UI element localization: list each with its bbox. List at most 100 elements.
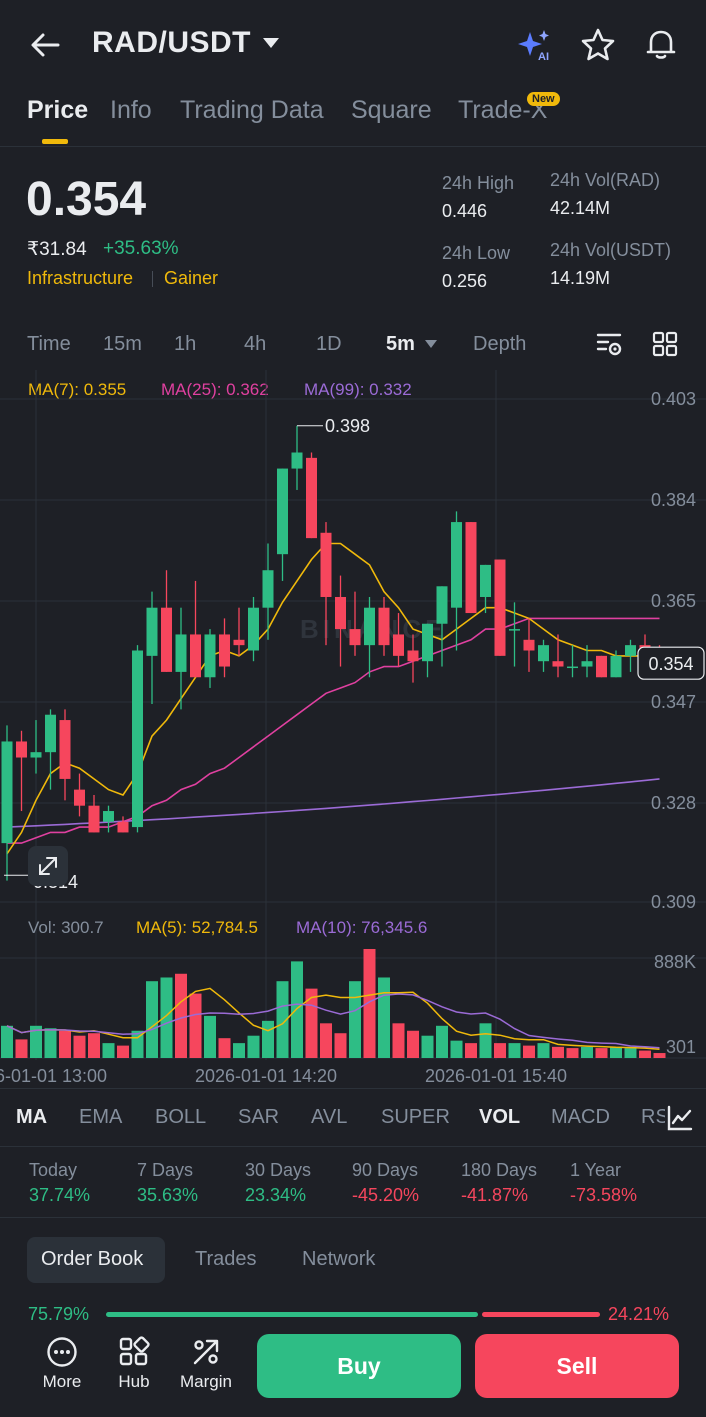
price-axis-label: 0.384 xyxy=(651,490,696,510)
tab-square[interactable]: Square xyxy=(351,96,432,124)
perf-value-1y: -73.58% xyxy=(570,1185,638,1205)
tag-infrastructure[interactable]: Infrastructure xyxy=(27,268,134,288)
indicator-sar[interactable]: SAR xyxy=(238,1106,280,1128)
tab-price[interactable]: Price xyxy=(27,96,89,124)
caret-down-icon[interactable] xyxy=(262,36,280,50)
buy-depth-bar xyxy=(106,1312,478,1317)
perf-value-90d: -45.20% xyxy=(352,1185,420,1205)
kline-canvas[interactable]: BINANCE0.4030.3840.3650.3470.3280.3090.3… xyxy=(0,370,706,1090)
tab-order-book[interactable]: Order Book xyxy=(41,1248,144,1270)
divider xyxy=(0,146,706,147)
chart-settings-icon[interactable] xyxy=(596,330,624,358)
high-label: 24h High xyxy=(442,173,515,193)
candle-body xyxy=(552,661,564,667)
nav-more[interactable]: More xyxy=(27,1336,97,1392)
tag-gainer[interactable]: Gainer xyxy=(164,268,219,288)
indicator-rsi-clip: RSI xyxy=(641,1100,665,1136)
timeframe-5m[interactable]: 5m xyxy=(386,333,415,355)
nav-more-label: More xyxy=(42,1372,82,1391)
perf-value-7d: 35.63% xyxy=(137,1185,199,1205)
volume-bar xyxy=(436,1025,448,1058)
kline-chart[interactable]: BINANCE0.4030.3840.3650.3470.3280.3090.3… xyxy=(0,370,706,1090)
candle-body xyxy=(88,805,100,833)
indicator-avl[interactable]: AVL xyxy=(311,1106,348,1128)
candle-body xyxy=(291,452,303,469)
low-label: 24h Low xyxy=(442,243,511,263)
volume-bar xyxy=(305,988,318,1058)
pair-title[interactable]: RAD/USDT xyxy=(92,26,251,59)
candle-body xyxy=(262,570,274,608)
nav-margin-label: Margin xyxy=(180,1372,232,1391)
timeframe-depth[interactable]: Depth xyxy=(473,333,527,355)
timeframe-15m[interactable]: 15m xyxy=(103,333,142,355)
volume-bar xyxy=(479,1023,492,1058)
candle-body xyxy=(219,634,230,667)
low-value: 0.256 xyxy=(442,271,488,291)
new-badge: New xyxy=(527,92,560,106)
back-arrow-icon[interactable] xyxy=(28,28,62,62)
candle-body xyxy=(567,666,578,669)
indicator-rsi[interactable]: RSI xyxy=(641,1106,665,1128)
indicator-settings-icon[interactable] xyxy=(666,1104,694,1132)
ma25-legend: MA(25): 0.362 xyxy=(161,380,269,399)
high-value: 0.446 xyxy=(442,201,488,221)
price-axis-label: 0.365 xyxy=(651,591,696,611)
buy-button[interactable]: Buy xyxy=(257,1334,461,1398)
volume-bar xyxy=(392,1023,405,1058)
tab-info[interactable]: Info xyxy=(110,96,152,124)
volume-bar xyxy=(73,1035,86,1058)
divider xyxy=(0,1146,706,1147)
timeframe-caret-icon[interactable] xyxy=(424,339,438,349)
indicator-macd[interactable]: MACD xyxy=(551,1106,610,1128)
nav-hub[interactable]: Hub xyxy=(99,1336,169,1392)
candle-body xyxy=(45,714,56,753)
sell-button[interactable]: Sell xyxy=(475,1334,679,1398)
indicator-vol[interactable]: VOL xyxy=(479,1106,521,1128)
tab-trades[interactable]: Trades xyxy=(195,1248,257,1270)
candle-body xyxy=(16,741,27,758)
bottom-action-bar: More Hub Margin Buy Sell xyxy=(0,1320,706,1417)
volume-bar xyxy=(450,1040,463,1058)
candle-body xyxy=(625,645,636,656)
vol-legend: Vol: 300.7 xyxy=(28,918,104,937)
volume-bar xyxy=(566,1048,579,1058)
current-price-label: 0.354 xyxy=(648,654,693,674)
candle-body xyxy=(132,650,143,828)
ai-sparkle-icon[interactable]: AI xyxy=(516,28,554,62)
candle-body xyxy=(407,650,419,662)
vol-ma10-legend: MA(10): 76,345.6 xyxy=(296,918,428,937)
indicator-ma[interactable]: MA xyxy=(16,1106,48,1128)
nav-margin[interactable]: Margin xyxy=(171,1336,241,1392)
bell-icon[interactable] xyxy=(643,26,679,62)
tab-trading-data[interactable]: Trading Data xyxy=(180,96,324,124)
timeframe-4h[interactable]: 4h xyxy=(244,333,267,355)
indicator-super[interactable]: SUPER xyxy=(381,1106,450,1128)
timeframe-1d[interactable]: 1D xyxy=(316,333,342,355)
candle-body xyxy=(523,639,535,651)
header: RAD/USDT AI xyxy=(0,0,706,88)
volume-bar xyxy=(204,1015,216,1058)
candle-body xyxy=(494,559,506,656)
current-price-box xyxy=(637,646,705,680)
candle-body xyxy=(146,607,158,656)
vol-ma10-line xyxy=(6,993,660,1049)
star-icon[interactable] xyxy=(580,27,616,63)
candle-body xyxy=(320,532,332,597)
indicator-boll[interactable]: BOLL xyxy=(155,1106,207,1128)
timeframe-1h[interactable]: 1h xyxy=(174,333,197,355)
candle-body xyxy=(451,522,462,608)
ma99-line xyxy=(6,778,660,828)
perf-label-today: Today xyxy=(29,1160,78,1180)
high-marker-label: 0.398 xyxy=(325,416,370,436)
volume-bar xyxy=(117,1045,129,1058)
volume-bar xyxy=(595,1048,608,1058)
nav-hub-label: Hub xyxy=(118,1372,150,1391)
tab-network[interactable]: Network xyxy=(302,1248,376,1270)
layout-grid-icon[interactable] xyxy=(652,331,678,357)
candle-body xyxy=(581,661,593,667)
timeframe-time[interactable]: Time xyxy=(27,333,71,355)
volume-bar xyxy=(363,948,376,1058)
ma25-line xyxy=(7,617,660,844)
indicator-ema[interactable]: EMA xyxy=(79,1106,123,1128)
tab-order-book-bg[interactable] xyxy=(27,1237,165,1283)
